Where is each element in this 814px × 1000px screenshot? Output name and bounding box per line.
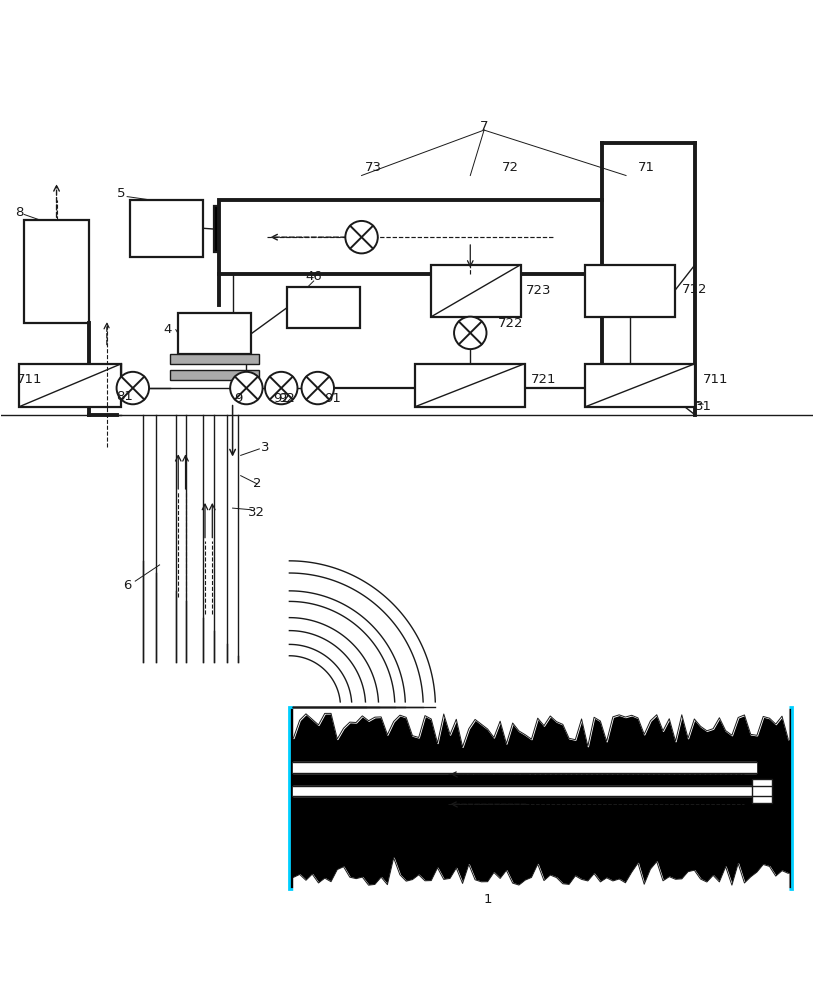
Bar (289, 707, 792, 889)
Bar (752, 779, 772, 803)
Bar (585, 265, 675, 317)
Text: 46: 46 (305, 270, 322, 283)
Text: 72: 72 (502, 161, 519, 174)
Text: 91: 91 (324, 392, 341, 405)
Text: 81: 81 (116, 390, 133, 403)
Text: 2: 2 (252, 477, 261, 490)
Text: 722: 722 (498, 317, 523, 330)
Circle shape (345, 221, 378, 253)
Text: 4: 4 (164, 323, 172, 336)
Text: 73: 73 (365, 161, 382, 174)
Circle shape (301, 372, 334, 404)
Bar (20, 364, 121, 407)
Bar (178, 313, 252, 354)
Bar (287, 287, 360, 328)
Bar (431, 265, 521, 317)
Text: 32: 32 (248, 506, 265, 519)
Text: 712: 712 (682, 283, 707, 296)
Text: 1: 1 (484, 893, 492, 906)
Text: 7: 7 (479, 120, 488, 133)
Bar (170, 354, 260, 364)
Text: 5: 5 (117, 187, 125, 200)
Bar (214, 206, 252, 252)
Text: 6: 6 (123, 579, 131, 592)
Text: 92: 92 (278, 392, 295, 405)
Bar (170, 370, 260, 380)
Bar (24, 220, 89, 323)
Text: 71: 71 (638, 161, 654, 174)
Text: 31: 31 (694, 400, 711, 413)
Text: 9: 9 (234, 392, 243, 405)
Text: 92: 92 (273, 392, 290, 405)
Bar (219, 200, 602, 274)
Circle shape (230, 372, 263, 404)
Bar (129, 200, 203, 257)
Text: 711: 711 (17, 373, 42, 386)
Text: 723: 723 (526, 284, 551, 297)
Bar (585, 364, 695, 407)
Bar (415, 364, 525, 407)
Text: 721: 721 (531, 373, 556, 386)
Circle shape (265, 372, 297, 404)
Text: 711: 711 (702, 373, 728, 386)
Circle shape (116, 372, 149, 404)
Circle shape (454, 317, 487, 349)
Text: 8: 8 (15, 206, 24, 219)
Text: 3: 3 (260, 441, 269, 454)
